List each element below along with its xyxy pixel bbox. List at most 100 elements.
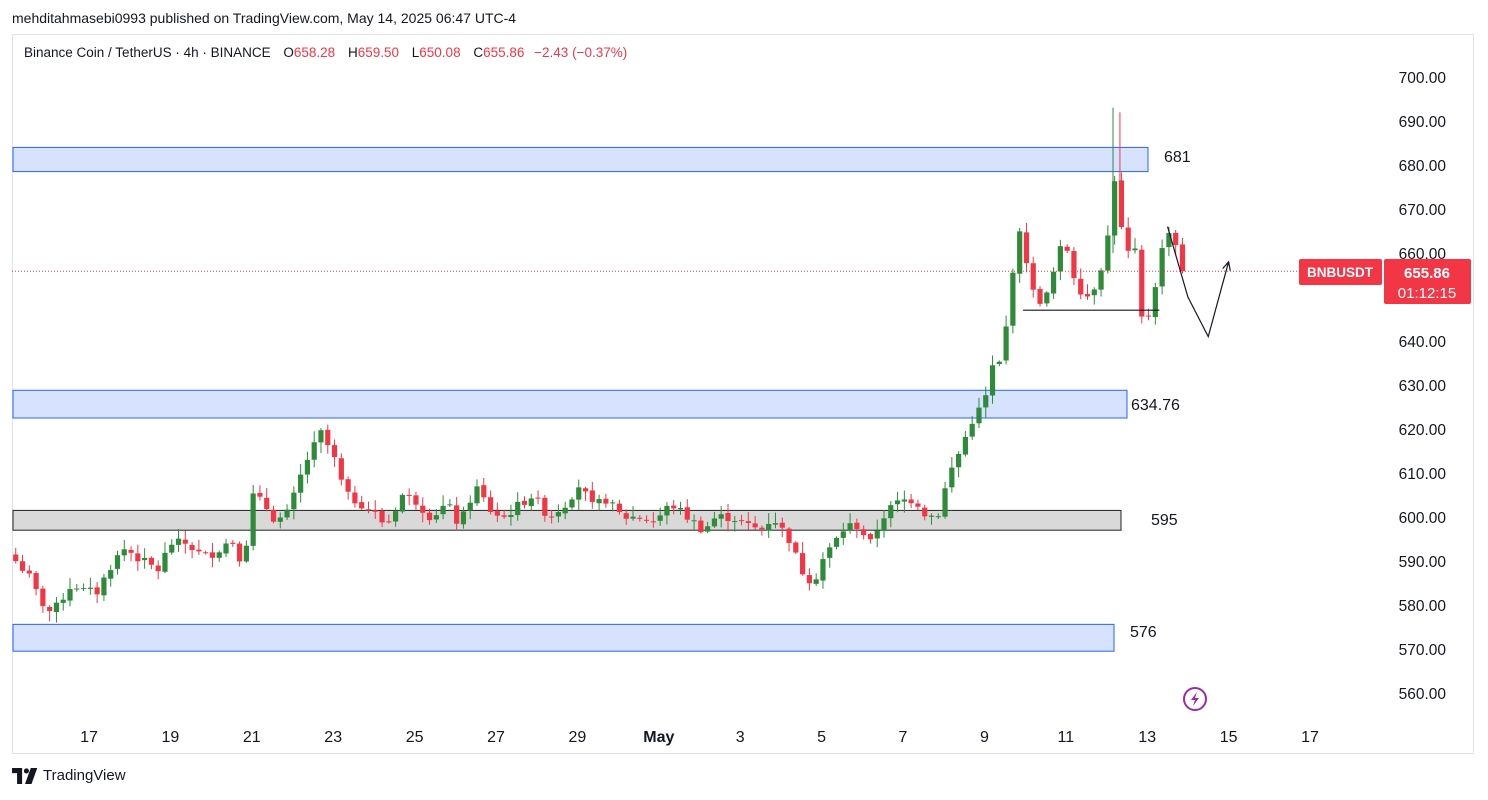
- candle[interactable]: [114, 550, 121, 575]
- lightning-icon[interactable]: [1183, 687, 1207, 711]
- candle[interactable]: [996, 360, 1002, 367]
- candle[interactable]: [596, 494, 602, 511]
- candle[interactable]: [1159, 239, 1165, 295]
- candle[interactable]: [942, 482, 948, 519]
- candle[interactable]: [298, 463, 304, 503]
- candle[interactable]: [569, 497, 575, 510]
- candle[interactable]: [867, 532, 874, 544]
- candle[interactable]: [325, 424, 331, 454]
- candle[interactable]: [108, 564, 114, 587]
- candle[interactable]: [922, 504, 928, 521]
- candle[interactable]: [413, 491, 419, 510]
- candle[interactable]: [189, 542, 195, 559]
- candle[interactable]: [1132, 238, 1138, 254]
- candle[interactable]: [1112, 175, 1118, 245]
- candle[interactable]: [589, 481, 595, 509]
- candle[interactable]: [447, 499, 453, 508]
- candle[interactable]: [270, 505, 277, 524]
- candle[interactable]: [1139, 245, 1145, 324]
- candle[interactable]: [623, 509, 629, 525]
- candle[interactable]: [175, 528, 182, 552]
- tradingview-logo-icon[interactable]: [12, 767, 38, 784]
- candle[interactable]: [230, 540, 236, 547]
- candle[interactable]: [1064, 244, 1070, 254]
- candle[interactable]: [1010, 268, 1016, 334]
- candle[interactable]: [420, 497, 426, 523]
- candle[interactable]: [949, 457, 955, 493]
- candle[interactable]: [74, 584, 80, 592]
- candle[interactable]: [745, 512, 751, 530]
- candle[interactable]: [908, 493, 914, 509]
- candle[interactable]: [1091, 287, 1097, 305]
- candle[interactable]: [148, 556, 155, 570]
- candle[interactable]: [223, 538, 229, 558]
- candle[interactable]: [637, 515, 643, 522]
- candle[interactable]: [338, 453, 344, 486]
- candle[interactable]: [243, 540, 249, 563]
- candle[interactable]: [610, 499, 616, 512]
- candle[interactable]: [487, 490, 494, 515]
- candle[interactable]: [481, 477, 487, 502]
- candle[interactable]: [379, 507, 385, 528]
- footer-brand[interactable]: TradingView: [43, 767, 126, 784]
- candle[interactable]: [664, 502, 670, 525]
- candle[interactable]: [33, 570, 39, 596]
- candle[interactable]: [13, 547, 19, 564]
- candle[interactable]: [1152, 282, 1158, 325]
- candle[interactable]: [331, 439, 338, 467]
- candle[interactable]: [60, 593, 66, 611]
- zone-634-76[interactable]: [12, 389, 1128, 419]
- candle[interactable]: [250, 485, 256, 551]
- candle[interactable]: [671, 500, 677, 515]
- candle[interactable]: [576, 479, 582, 511]
- candle[interactable]: [1017, 227, 1023, 283]
- candle[interactable]: [94, 582, 100, 604]
- candle[interactable]: [101, 574, 107, 601]
- candle[interactable]: [1003, 315, 1009, 365]
- candle[interactable]: [861, 525, 867, 540]
- candle[interactable]: [732, 516, 738, 532]
- candle[interactable]: [1057, 239, 1063, 281]
- candle[interactable]: [304, 451, 311, 484]
- candle[interactable]: [691, 514, 697, 530]
- candle[interactable]: [827, 543, 833, 568]
- candle[interactable]: [121, 539, 127, 562]
- candle[interactable]: [928, 513, 935, 525]
- candle[interactable]: [766, 513, 772, 538]
- candle[interactable]: [67, 578, 73, 607]
- candle[interactable]: [454, 497, 460, 531]
- candle[interactable]: [630, 506, 636, 521]
- candle[interactable]: [956, 451, 962, 478]
- candle[interactable]: [915, 499, 921, 511]
- candle[interactable]: [508, 504, 514, 526]
- candle[interactable]: [1173, 229, 1179, 255]
- candle[interactable]: [318, 428, 324, 454]
- candle[interactable]: [1044, 291, 1050, 307]
- candle[interactable]: [901, 490, 907, 513]
- zone-576[interactable]: [12, 623, 1115, 652]
- candle[interactable]: [365, 501, 372, 514]
- candle[interactable]: [800, 542, 806, 576]
- candle[interactable]: [779, 517, 785, 538]
- candle[interactable]: [582, 486, 589, 501]
- candle[interactable]: [759, 525, 765, 536]
- candle[interactable]: [311, 431, 317, 468]
- candle[interactable]: [47, 605, 53, 622]
- candle[interactable]: [521, 496, 528, 509]
- candle[interactable]: [284, 504, 290, 520]
- candle[interactable]: [1037, 286, 1043, 307]
- candle[interactable]: [467, 495, 473, 520]
- candle[interactable]: [345, 476, 351, 500]
- candle[interactable]: [677, 501, 684, 515]
- candle[interactable]: [555, 504, 562, 523]
- candle[interactable]: [888, 500, 894, 528]
- candle[interactable]: [169, 539, 175, 555]
- candle[interactable]: [433, 509, 439, 524]
- candle[interactable]: [1098, 267, 1104, 297]
- candle[interactable]: [1023, 222, 1030, 273]
- candle[interactable]: [277, 512, 283, 529]
- candle[interactable]: [603, 493, 609, 508]
- candle[interactable]: [203, 550, 209, 555]
- candle[interactable]: [650, 512, 656, 528]
- candle[interactable]: [772, 512, 779, 529]
